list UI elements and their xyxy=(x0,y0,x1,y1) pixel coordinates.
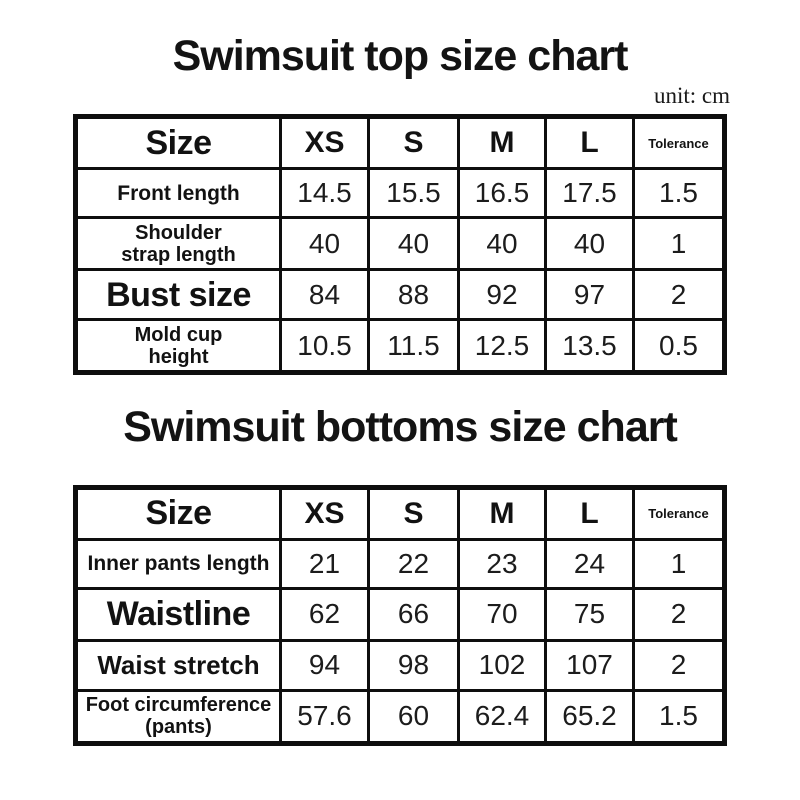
table-row-shoulder-strap: Shoulder strap length 40 40 40 40 1 xyxy=(74,216,726,272)
row-label: Foot circumference (pants) xyxy=(74,688,282,745)
value-cell: 40 xyxy=(457,216,547,272)
row-label: Shoulder strap length xyxy=(74,216,282,272)
bottom-header-xs: XS xyxy=(279,485,370,541)
value-cell: 22 xyxy=(367,537,460,590)
value-cell: 2 xyxy=(632,638,726,692)
value-cell: 66 xyxy=(367,586,460,642)
row-label: Waistline xyxy=(74,586,282,642)
top-table-header-row: Size XS S M L Tolerance xyxy=(74,115,726,171)
top-header-tolerance: Tolerance xyxy=(632,115,726,171)
value-cell: 13.5 xyxy=(544,318,635,375)
value-cell: 40 xyxy=(544,216,635,272)
unit-label: unit: cm xyxy=(653,83,730,109)
top-header-l: L xyxy=(544,115,635,171)
top-header-m: M xyxy=(457,115,547,171)
value-cell: 1 xyxy=(632,537,726,590)
value-cell: 92 xyxy=(457,268,547,322)
bottom-header-tolerance: Tolerance xyxy=(632,485,726,541)
value-cell: 88 xyxy=(367,268,460,322)
table-row-mold-cup: Mold cup height 10.5 11.5 12.5 13.5 0.5 xyxy=(74,318,726,375)
value-cell: 98 xyxy=(367,638,460,692)
value-cell: 102 xyxy=(457,638,547,692)
table-row-bust-size: Bust size 84 88 92 97 2 xyxy=(74,268,726,322)
bottom-size-table: Size XS S M L Tolerance Inner pants leng… xyxy=(73,484,727,746)
value-cell: 107 xyxy=(544,638,635,692)
value-cell: 1.5 xyxy=(632,167,726,220)
value-cell: 94 xyxy=(279,638,370,692)
value-cell: 84 xyxy=(279,268,370,322)
value-cell: 97 xyxy=(544,268,635,322)
value-cell: 24 xyxy=(544,537,635,590)
value-cell: 16.5 xyxy=(457,167,547,220)
bottom-table-header-row: Size XS S M L Tolerance xyxy=(74,485,726,541)
table-row-waist-stretch: Waist stretch 94 98 102 107 2 xyxy=(74,638,726,692)
value-cell: 11.5 xyxy=(367,318,460,375)
row-label: Front length xyxy=(74,167,282,220)
value-cell: 21 xyxy=(279,537,370,590)
value-cell: 57.6 xyxy=(279,688,370,745)
bottom-chart-title: Swimsuit bottoms size chart xyxy=(123,403,678,452)
row-label: Bust size xyxy=(74,268,282,322)
value-cell: 2 xyxy=(632,268,726,322)
table-row-waistline: Waistline 62 66 70 75 2 xyxy=(74,586,726,642)
top-chart-title: Swimsuit top size chart xyxy=(172,32,629,80)
value-cell: 17.5 xyxy=(544,167,635,220)
bottom-header-m: M xyxy=(457,485,547,541)
value-cell: 12.5 xyxy=(457,318,547,375)
value-cell: 1.5 xyxy=(632,688,726,745)
value-cell: 10.5 xyxy=(279,318,370,375)
table-row-foot-circumference: Foot circumference (pants) 57.6 60 62.4 … xyxy=(74,688,726,745)
value-cell: 2 xyxy=(632,586,726,642)
value-cell: 40 xyxy=(279,216,370,272)
bottom-header-size: Size xyxy=(74,485,282,541)
value-cell: 60 xyxy=(367,688,460,745)
row-label: Waist stretch xyxy=(74,638,282,692)
value-cell: 1 xyxy=(632,216,726,272)
row-label: Mold cup height xyxy=(74,318,282,375)
value-cell: 40 xyxy=(367,216,460,272)
top-header-size: Size xyxy=(74,115,282,171)
value-cell: 62.4 xyxy=(457,688,547,745)
value-cell: 70 xyxy=(457,586,547,642)
row-label: Inner pants length xyxy=(74,537,282,590)
value-cell: 23 xyxy=(457,537,547,590)
value-cell: 62 xyxy=(279,586,370,642)
table-row-inner-pants: Inner pants length 21 22 23 24 1 xyxy=(74,537,726,590)
top-size-table: Size XS S M L Tolerance Front length 14.… xyxy=(73,114,727,376)
table-row-front-length: Front length 14.5 15.5 16.5 17.5 1.5 xyxy=(74,167,726,220)
bottom-header-s: S xyxy=(367,485,460,541)
value-cell: 65.2 xyxy=(544,688,635,745)
top-header-s: S xyxy=(367,115,460,171)
value-cell: 0.5 xyxy=(632,318,726,375)
top-header-xs: XS xyxy=(279,115,370,171)
value-cell: 15.5 xyxy=(367,167,460,220)
bottom-header-l: L xyxy=(544,485,635,541)
value-cell: 75 xyxy=(544,586,635,642)
value-cell: 14.5 xyxy=(279,167,370,220)
